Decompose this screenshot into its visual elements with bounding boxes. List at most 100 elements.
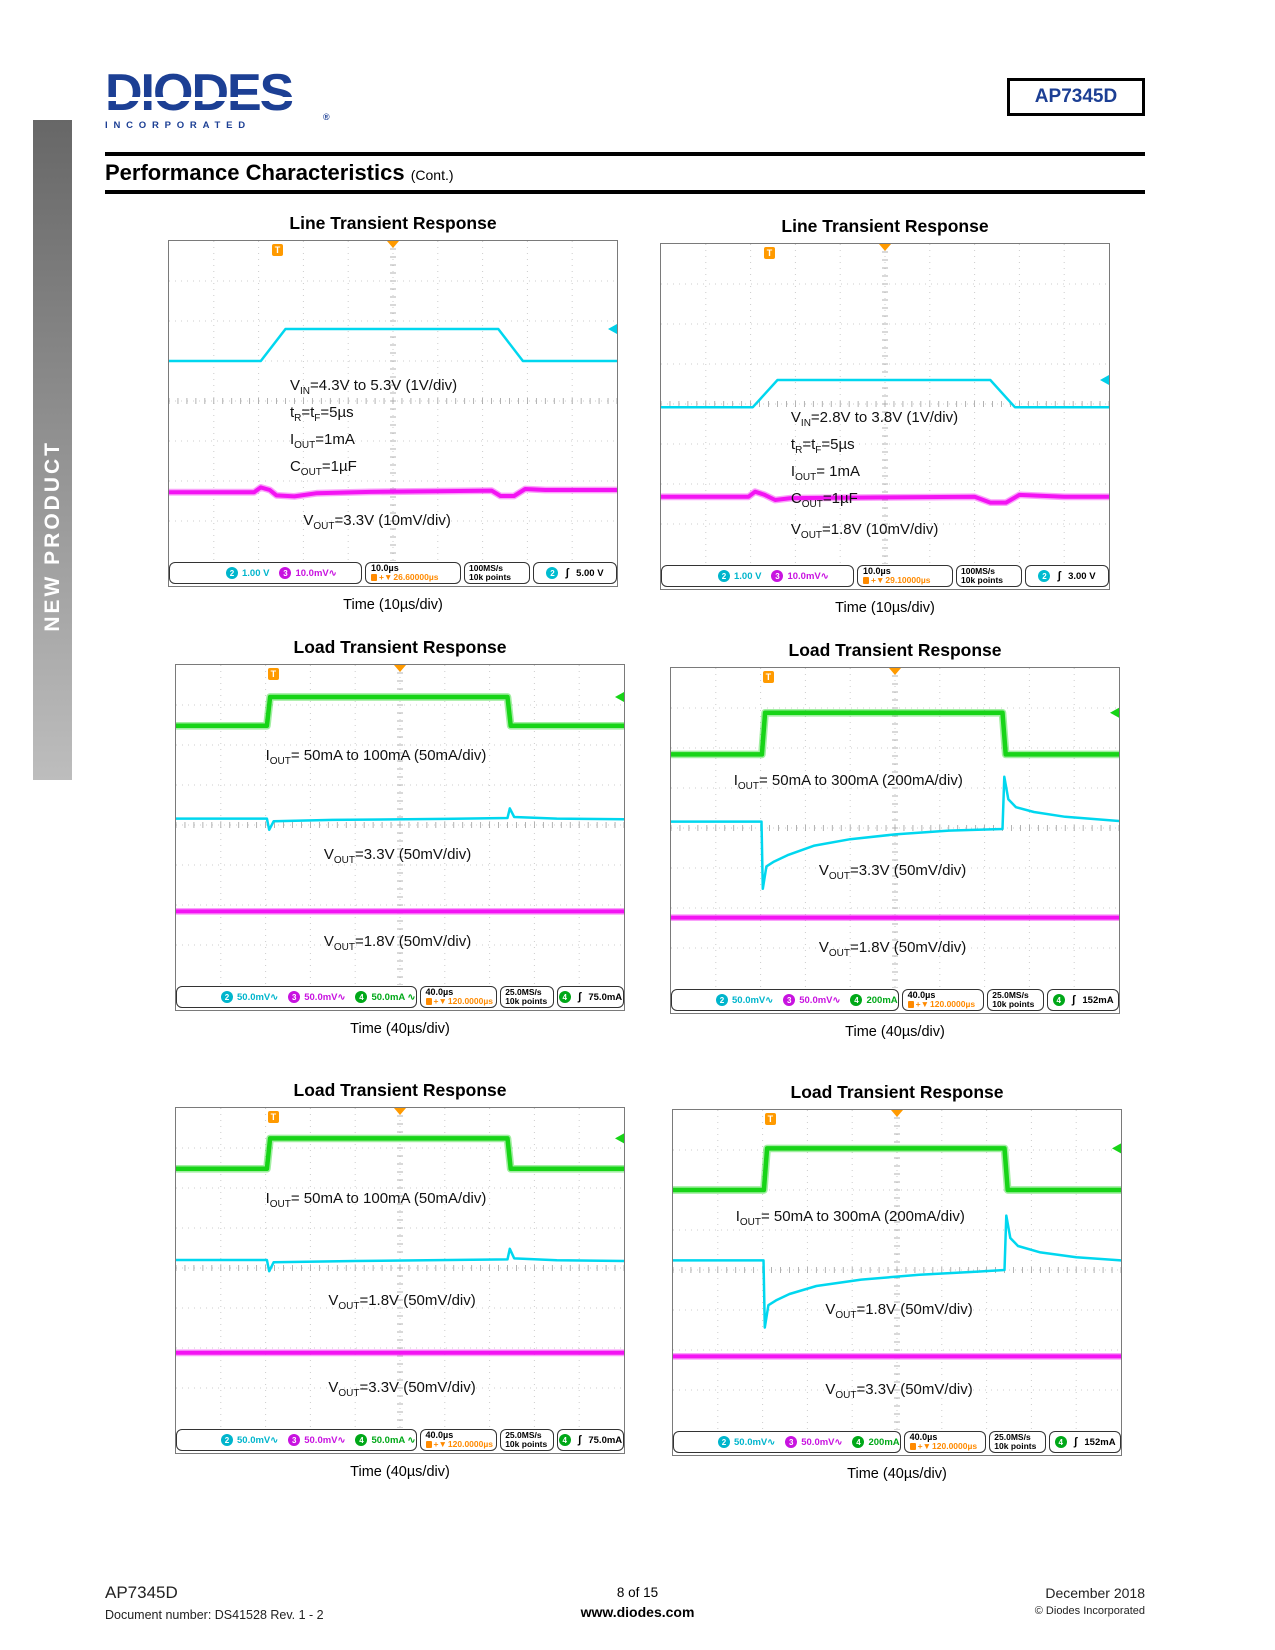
trigger-channel-badge: 2 — [546, 567, 559, 579]
chart-load-transient-3: Load Transient Response T IOUT= 50mA to … — [175, 1080, 625, 1480]
footer-copyright: © Diodes Incorporated — [1034, 1605, 1145, 1617]
horizontal-center-marker-icon — [879, 244, 891, 251]
channel-2-badge: 2 — [718, 570, 730, 582]
timebase-readout: 10.0µs +▼ 26.60000µs — [365, 562, 461, 584]
trigger-position-icon: T — [272, 244, 284, 256]
channel-2-badge: 2 — [221, 991, 233, 1003]
sample-rate-readout: 25.0MS/s 10k points — [987, 989, 1045, 1011]
section-title-cont: (Cont.) — [410, 167, 454, 183]
channel-3-readout: 3 50.0mV∿ — [783, 994, 840, 1006]
trigger-readout: 4 ʃ 75.0mA — [556, 1429, 624, 1451]
chart-load-transient-2: Load Transient Response T IOUT= 50mA to … — [670, 640, 1120, 1040]
scope-annotation-iout: IOUT= 50mA to 100mA (50mA/div) — [265, 747, 487, 767]
scope-annotation-vout-1: VOUT=3.3V (50mV/div) — [818, 862, 967, 882]
oscilloscope-screenshot: T IOUT= 50mA to 100mA (50mA/div) VOUT=1.… — [175, 1107, 625, 1454]
channel-3-badge: 3 — [288, 1434, 301, 1446]
scope-canvas — [671, 668, 1119, 988]
new-product-sidebar: NEW PRODUCT — [33, 120, 72, 780]
channel-readouts: 2 50.0mV∿ 3 50.0mV∿ 4 200mA — [673, 1431, 901, 1453]
trigger-readout: 2 ʃ 3.00 V — [1025, 565, 1109, 587]
trigger-channel-badge: 2 — [1038, 570, 1051, 582]
footer-part-number: AP7345D — [105, 1583, 178, 1602]
scope-canvas — [176, 1108, 624, 1428]
trigger-readout: 4 ʃ 152mA — [1047, 989, 1119, 1011]
timebase-readout: 40.0µs +▼ 120.0000µs — [419, 1429, 498, 1451]
footer-page-number: 8 of 15 — [616, 1585, 659, 1600]
scope-graticule: T IOUT= 50mA to 100mA (50mA/div) VOUT=3.… — [176, 665, 624, 985]
chart-line-transient-1: Line Transient Response T VIN=4.3V to 5.… — [168, 213, 618, 613]
footer-right: December 2018 © Diodes Incorporated — [905, 1585, 1145, 1617]
scope-annotation-vout-2: VOUT=1.8V (50mV/div) — [818, 938, 967, 959]
scope-annotation-vout: VOUT=3.3V (10mV/div) — [303, 511, 451, 532]
trigger-channel-badge: 4 — [1052, 994, 1065, 1006]
scope-canvas — [661, 244, 1109, 564]
timebase-readout: 10.0µs +▼ 29.10000µs — [857, 565, 953, 587]
trigger-channel-badge: 4 — [558, 1434, 571, 1446]
delay-icon — [425, 1441, 432, 1448]
channel-4-badge: 4 — [850, 994, 863, 1006]
channel-2-readout: 2 50.0mV∿ — [221, 1434, 278, 1446]
footer-left: AP7345D Document number: DS41528 Rev. 1 … — [105, 1583, 324, 1622]
sample-rate-readout: 25.0MS/s 10k points — [500, 986, 554, 1008]
scope-graticule: T IOUT= 50mA to 100mA (50mA/div) VOUT=1.… — [176, 1108, 624, 1428]
scope-annotation-vout-1: VOUT=1.8V (50mV/div) — [328, 1292, 476, 1313]
scope-annotation-block: VIN=4.3V to 5.3V (1V/div) tR=tF=5µs IOUT… — [289, 377, 458, 479]
scope-annotation-iout: IOUT= 50mA to 300mA (200mA/div) — [735, 1208, 965, 1228]
scope-graticule: T VIN=2.8V to 3.8V (1V/div) tR=tF=5µs IO… — [661, 244, 1109, 564]
new-product-label: NEW PRODUCT — [40, 440, 64, 632]
scope-annotation-vout-1: VOUT=3.3V (50mV/div) — [323, 846, 472, 867]
channel-2-readout: 2 50.0mV∿ — [221, 991, 278, 1003]
section-title-text: Performance Characteristics — [105, 160, 405, 185]
oscilloscope-screenshot: T VIN=4.3V to 5.3V (1V/div) tR=tF=5µs IO… — [168, 240, 618, 587]
channel-4-readout: 4 200mA — [850, 994, 898, 1006]
channel-3-readout: 3 10.0mV∿ — [771, 570, 829, 582]
trigger-position-icon: T — [267, 1111, 279, 1123]
trigger-position-icon: T — [762, 671, 774, 683]
channel-4-readout: 4 50.0mA ∿ — [355, 991, 416, 1003]
channel-2-badge: 2 — [226, 567, 238, 579]
time-axis-caption: Time (10µs/div) — [835, 600, 935, 616]
time-axis-caption: Time (40µs/div) — [350, 1021, 450, 1037]
timebase-readout: 40.0µs +▼ 120.0000µs — [903, 1431, 987, 1453]
diodes-logo-word: DIODES — [105, 64, 294, 122]
chart-load-transient-1: Load Transient Response T IOUT= 50mA to … — [175, 637, 625, 1037]
trigger-slope-icon: ʃ — [565, 567, 570, 579]
channel-3-badge: 3 — [783, 994, 796, 1006]
channel-readouts: 2 50.0mV∿ 3 50.0mV∿ 4 200mA — [671, 989, 899, 1011]
horizontal-center-marker-icon — [394, 665, 406, 672]
channel-2-readout: 2 1.00 V — [226, 567, 269, 579]
footer-website-link: www.diodes.com — [580, 1604, 695, 1620]
part-number-badge: AP7345D — [1007, 78, 1145, 116]
channel-4-readout: 4 50.0mA ∿ — [355, 1434, 416, 1446]
chart-title: Load Transient Response — [293, 637, 507, 657]
scope-status-bar: 2 1.00 V 3 10.0mV∿ 10.0µs +▼ 26.60000µs 1… — [169, 561, 617, 586]
diodes-logo-incorporated: INCORPORATED — [105, 120, 251, 131]
delay-icon — [907, 1001, 914, 1008]
horizontal-center-marker-icon — [394, 1108, 406, 1115]
scope-annotation-iout: IOUT= 50mA to 100mA (50mA/div) — [265, 1190, 487, 1210]
scope-annotation-iout: IOUT= 50mA to 300mA (200mA/div) — [733, 772, 963, 793]
horizontal-center-marker-icon — [889, 668, 901, 675]
diodes-logo: DIODES ® INCORPORATED — [105, 64, 335, 131]
scope-status-bar: 2 50.0mV∿ 3 50.0mV∿ 4 50.0mA ∿ 40.0µs +▼… — [176, 1428, 624, 1453]
scope-status-bar: 2 50.0mV∿ 3 50.0mV∿ 4 200mA 40.0µs +▼ 120… — [671, 988, 1119, 1013]
scope-status-bar: 2 1.00 V 3 10.0mV∿ 10.0µs +▼ 29.10000µs 1… — [661, 564, 1109, 589]
delay-icon — [909, 1443, 916, 1450]
timebase-readout: 40.0µs +▼ 120.0000µs — [419, 986, 498, 1008]
diodes-logo-slash — [105, 97, 323, 101]
chart-title: Load Transient Response — [788, 640, 1002, 660]
trigger-position-icon: T — [267, 668, 279, 680]
trigger-slope-icon: ʃ — [1057, 570, 1062, 582]
footer-center: 8 of 15 www.diodes.com — [0, 1585, 1275, 1620]
scope-status-bar: 2 50.0mV∿ 3 50.0mV∿ 4 200mA 40.0µs +▼ 120… — [673, 1430, 1121, 1455]
trigger-slope-icon: ʃ — [1071, 994, 1076, 1006]
trigger-readout: 2 ʃ 5.00 V — [533, 562, 617, 584]
channel-2-readout: 2 1.00 V — [718, 570, 761, 582]
oscilloscope-screenshot: T IOUT= 50mA to 300mA (200mA/div) VOUT=1… — [672, 1109, 1122, 1456]
scope-graticule: T VIN=4.3V to 5.3V (1V/div) tR=tF=5µs IO… — [169, 241, 617, 561]
channel-4-readout: 4 200mA — [852, 1436, 900, 1448]
time-axis-caption: Time (40µs/div) — [350, 1464, 450, 1480]
channel-3-badge: 3 — [771, 570, 784, 582]
scope-annotation-vout-2: VOUT=1.8V (50mV/div) — [323, 932, 472, 953]
scope-annotation-vout-1: VOUT=1.8V (50mV/div) — [825, 1300, 973, 1321]
